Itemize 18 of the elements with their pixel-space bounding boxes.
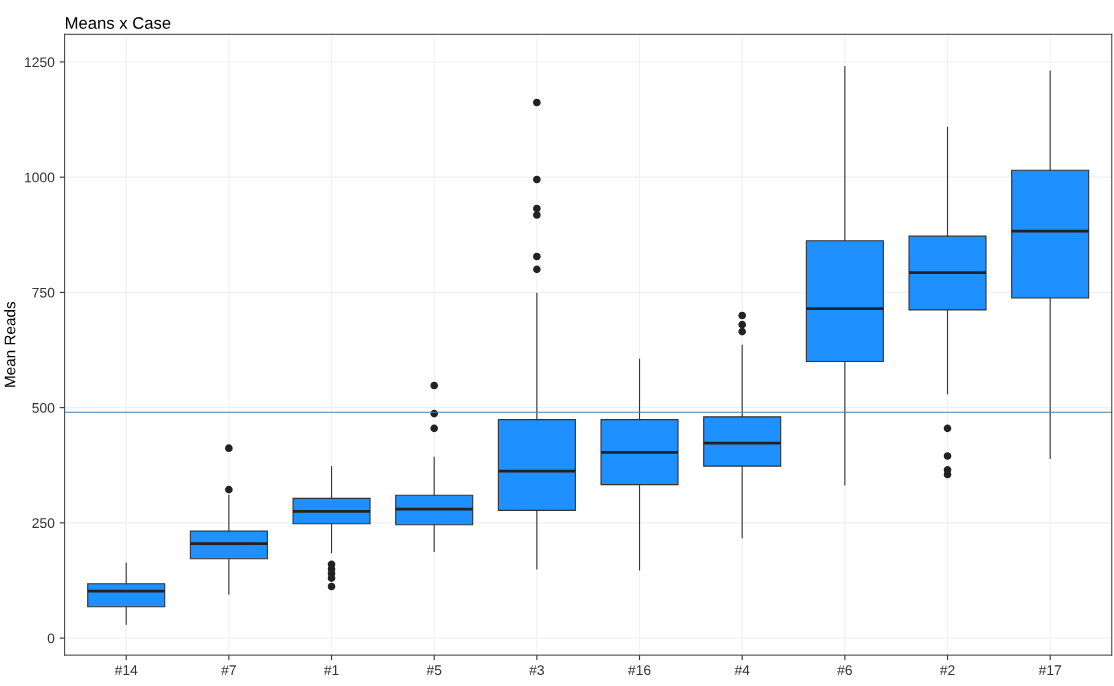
x-tick-label: #5 xyxy=(426,665,442,676)
x-tick-label: #17 xyxy=(1038,665,1062,675)
x-tick-label: #3 xyxy=(529,665,544,676)
y-tick-label: 750 xyxy=(32,287,55,298)
y-tick-label: 1250 xyxy=(25,57,55,68)
y-axis-title: Mean Reads xyxy=(4,301,16,387)
chart-title: Means x Case xyxy=(65,17,171,29)
y-tick-label: 0 xyxy=(47,633,55,644)
y-tick-label: 250 xyxy=(32,518,55,529)
x-tick-label: #7 xyxy=(221,665,236,675)
y-tick-label: 500 xyxy=(32,402,55,413)
x-tick-label: #2 xyxy=(939,665,955,675)
x-tick-label: #14 xyxy=(114,665,138,675)
x-tick-label: #4 xyxy=(734,665,750,675)
x-tick-label: #1 xyxy=(323,665,339,675)
y-tick-label: 1000 xyxy=(25,172,55,183)
x-tick-label: #6 xyxy=(837,665,852,676)
x-tick-label: #16 xyxy=(628,665,651,676)
